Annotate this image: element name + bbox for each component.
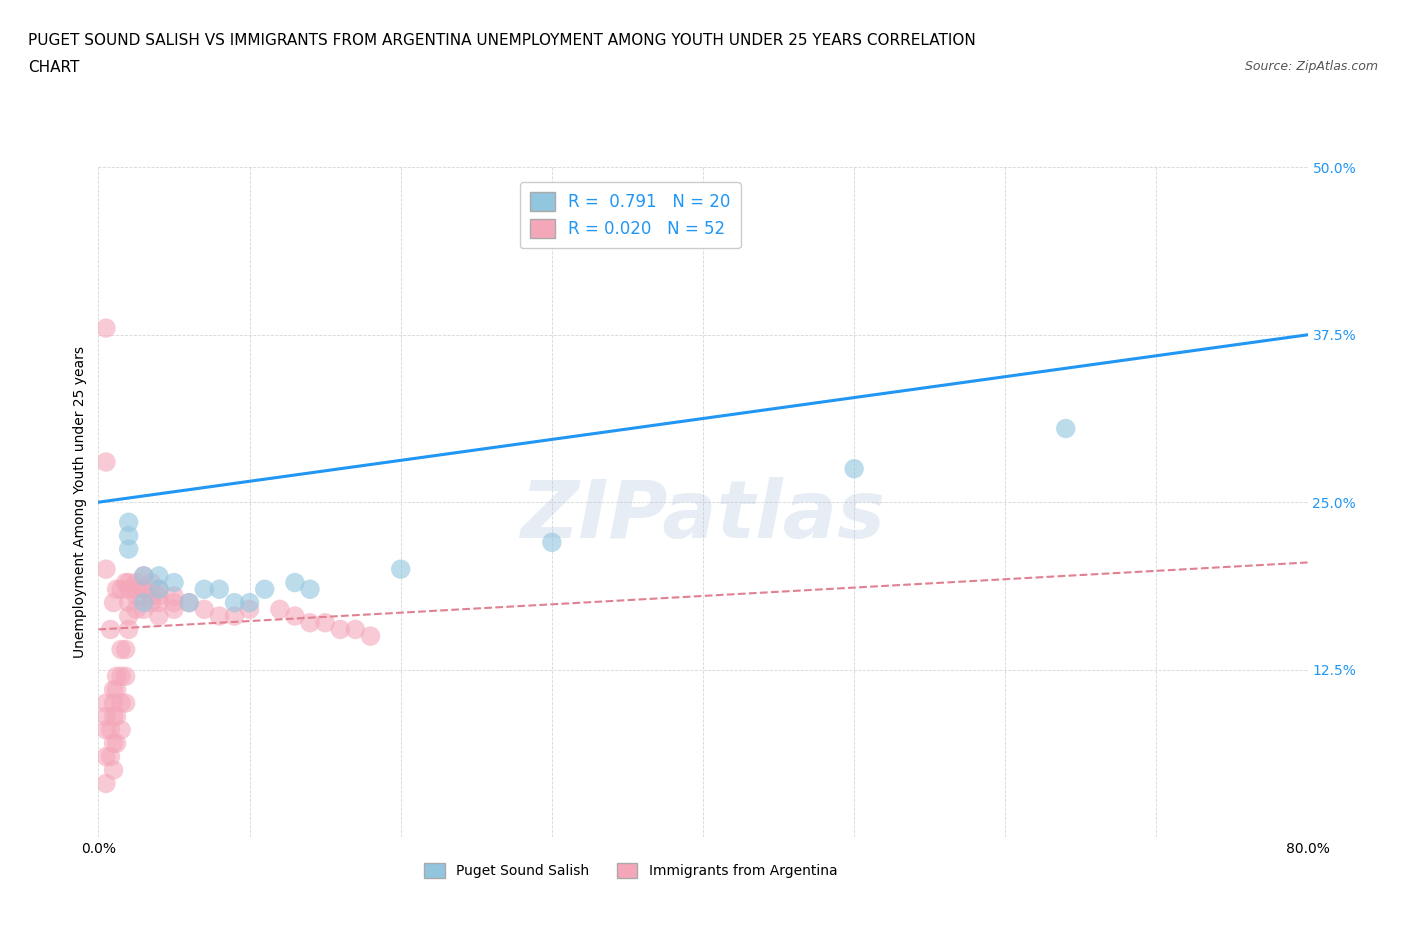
Point [118, 528, 141, 543]
Point [110, 696, 132, 711]
Point [94, 455, 117, 470]
Text: ZIPatlas: ZIPatlas [520, 476, 886, 554]
Point [193, 582, 215, 597]
Point [224, 608, 246, 623]
Point [193, 602, 215, 617]
Point [105, 709, 128, 724]
Point [125, 589, 148, 604]
Point [105, 669, 128, 684]
Point [141, 575, 163, 590]
Point [148, 595, 170, 610]
Point [118, 595, 141, 610]
Point [163, 595, 186, 610]
Point [103, 696, 125, 711]
Point [148, 582, 170, 597]
Point [1054, 421, 1077, 436]
Point [118, 608, 141, 623]
Point [100, 723, 122, 737]
Point [224, 595, 246, 610]
Text: CHART: CHART [28, 60, 80, 75]
Legend: Puget Sound Salish, Immigrants from Argentina: Puget Sound Salish, Immigrants from Arge… [418, 857, 842, 884]
Point [132, 595, 155, 610]
Point [114, 696, 136, 711]
Point [360, 629, 382, 644]
Point [105, 582, 128, 597]
Point [163, 589, 186, 604]
Point [94, 696, 117, 711]
Point [163, 602, 186, 617]
Point [148, 608, 170, 623]
Point [148, 589, 170, 604]
Point [299, 582, 322, 597]
Point [284, 608, 307, 623]
Text: Source: ZipAtlas.com: Source: ZipAtlas.com [1244, 60, 1378, 73]
Point [179, 595, 201, 610]
Point [148, 582, 170, 597]
Point [110, 642, 132, 657]
Point [118, 582, 141, 597]
Point [114, 669, 136, 684]
Point [105, 683, 128, 698]
Point [94, 709, 117, 724]
Point [110, 669, 132, 684]
Point [103, 709, 125, 724]
Point [141, 589, 163, 604]
Point [314, 616, 336, 631]
Text: PUGET SOUND SALISH VS IMMIGRANTS FROM ARGENTINA UNEMPLOYMENT AMONG YOUTH UNDER 2: PUGET SOUND SALISH VS IMMIGRANTS FROM AR… [28, 33, 976, 47]
Point [103, 736, 125, 751]
Point [94, 562, 117, 577]
Point [239, 602, 262, 617]
Point [844, 461, 866, 476]
Point [103, 595, 125, 610]
Point [132, 602, 155, 617]
Point [269, 602, 291, 617]
Point [132, 568, 155, 583]
Point [329, 622, 352, 637]
Point [540, 535, 562, 550]
Point [110, 723, 132, 737]
Point [105, 736, 128, 751]
Point [239, 595, 262, 610]
Point [94, 776, 117, 790]
Point [118, 622, 141, 637]
Point [100, 622, 122, 637]
Point [125, 602, 148, 617]
Point [125, 582, 148, 597]
Point [344, 622, 367, 637]
Point [94, 723, 117, 737]
Point [118, 541, 141, 556]
Point [94, 750, 117, 764]
Point [103, 763, 125, 777]
Point [110, 582, 132, 597]
Point [100, 750, 122, 764]
Point [118, 575, 141, 590]
Point [389, 562, 412, 577]
Point [208, 582, 231, 597]
Point [103, 683, 125, 698]
Point [132, 582, 155, 597]
Point [299, 616, 322, 631]
Point [208, 608, 231, 623]
Point [163, 575, 186, 590]
Point [132, 582, 155, 597]
Point [141, 595, 163, 610]
Point [114, 642, 136, 657]
Point [132, 568, 155, 583]
Point [125, 575, 148, 590]
Point [253, 582, 276, 597]
Point [179, 595, 201, 610]
Point [94, 321, 117, 336]
Point [114, 575, 136, 590]
Point [118, 515, 141, 530]
Point [284, 575, 307, 590]
Point [148, 568, 170, 583]
Y-axis label: Unemployment Among Youth under 25 years: Unemployment Among Youth under 25 years [73, 346, 87, 658]
